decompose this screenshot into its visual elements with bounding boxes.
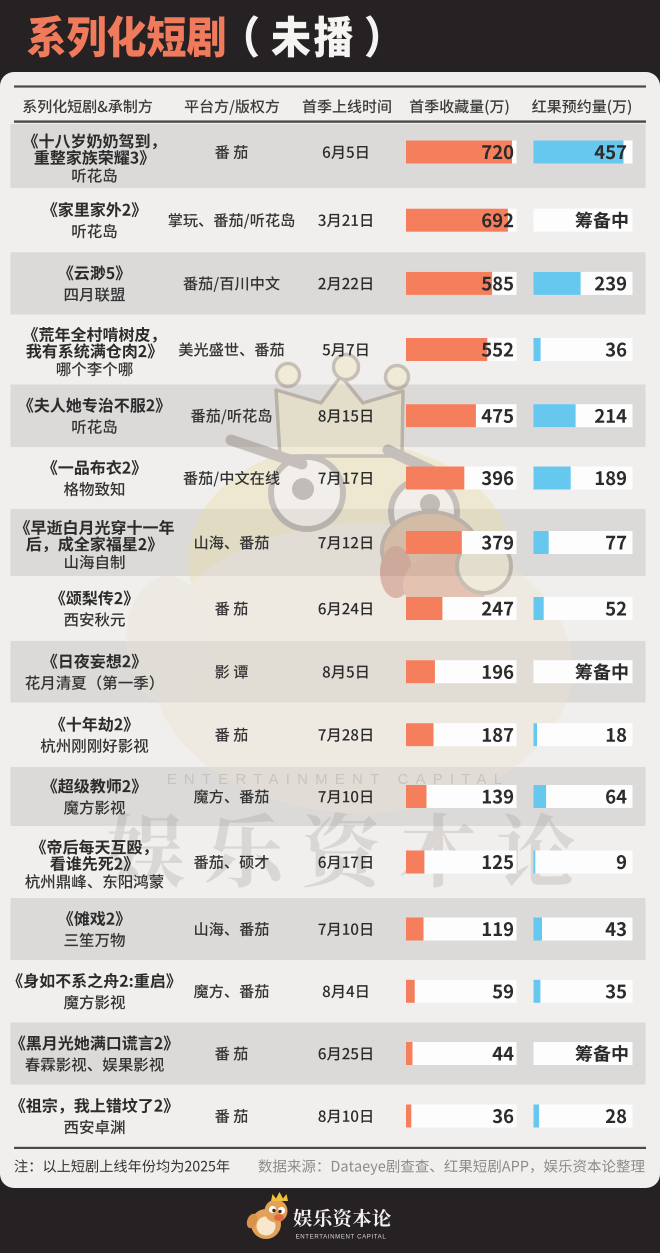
svg-text:ENTERTAINMENT CAPITAL: ENTERTAINMENT CAPITAL (167, 771, 510, 788)
svg-text:ENTERTAINMENT CAPITAL: ENTERTAINMENT CAPITAL (296, 1234, 387, 1241)
